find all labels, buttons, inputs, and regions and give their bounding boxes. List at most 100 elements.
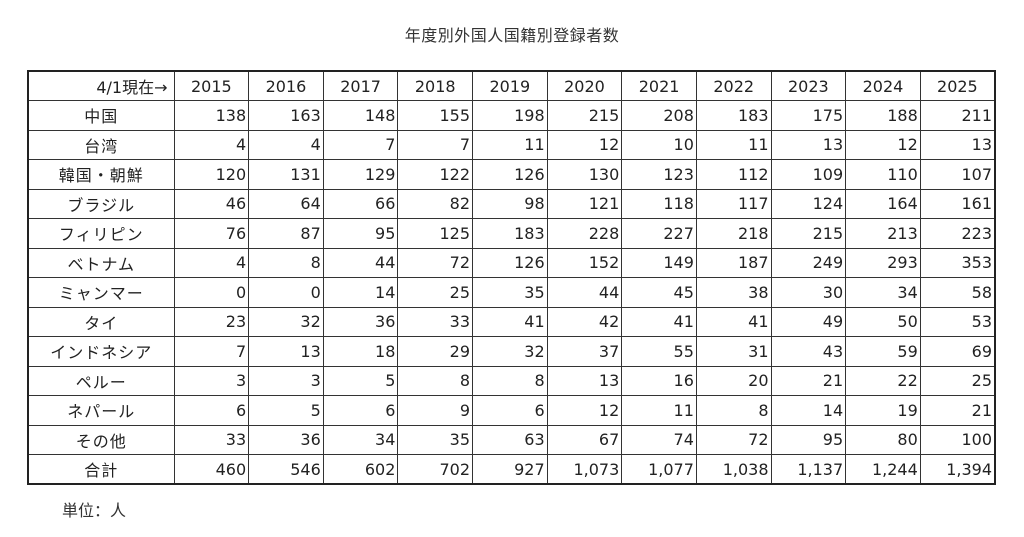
year-header: 2021 (621, 70, 697, 101)
table-title: 年度別外国人国籍別登録者数 (404, 26, 620, 45)
count-cell: 213 (845, 218, 921, 249)
count-cell: 3 (248, 365, 324, 396)
count-cell: 80 (845, 424, 921, 455)
count-cell: 5 (322, 365, 399, 396)
count-cell: 76 (173, 218, 250, 249)
count-cell: 187 (695, 247, 772, 278)
year-header: 2025 (919, 70, 996, 101)
count-cell: 353 (919, 247, 996, 278)
total-row: 合計 460 546 602 702 927 1,073 1,077 1,038 1,137 1,2… (27, 454, 996, 485)
count-cell: 117 (695, 188, 772, 219)
year-header: 2016 (248, 70, 324, 101)
count-cell: 4 (248, 129, 324, 160)
count-cell: 46 (173, 188, 250, 219)
count-cell: 927 (472, 454, 548, 485)
count-cell: 293 (845, 247, 921, 278)
table-row: ブラジル 46 64 66 82 98 121 118 117 124 164 161 (27, 188, 996, 219)
count-cell: 34 (322, 424, 399, 455)
year-header: 2019 (472, 70, 548, 101)
count-cell: 155 (397, 100, 473, 131)
count-cell: 18 (322, 336, 399, 367)
count-cell: 249 (770, 247, 847, 278)
count-cell: 175 (770, 100, 847, 131)
count-cell: 50 (845, 306, 921, 337)
count-cell: 124 (770, 188, 847, 219)
count-cell: 9 (397, 395, 473, 426)
table-row: ミャンマー 0 0 14 25 35 44 45 38 30 34 58 (27, 277, 996, 308)
unit-note: 単位：人 (62, 501, 127, 520)
nationality-label: その他 (27, 424, 175, 455)
table-row: インドネシア 7 13 18 29 32 37 55 31 43 59 69 (27, 336, 996, 367)
count-cell: 123 (621, 159, 697, 190)
header-row: 4/1現在→ 2015 2016 2017 2018 2019 2020 202… (27, 70, 996, 101)
count-cell: 12 (546, 395, 623, 426)
count-cell: 82 (397, 188, 473, 219)
count-cell: 69 (919, 336, 996, 367)
count-cell: 183 (695, 100, 772, 131)
year-header: 2015 (173, 70, 250, 101)
year-header: 2022 (695, 70, 772, 101)
table-row: 台湾 4 4 7 7 11 12 10 11 13 12 13 (27, 129, 996, 160)
count-cell: 8 (397, 365, 473, 396)
count-cell: 41 (621, 306, 697, 337)
count-cell: 188 (845, 100, 921, 131)
count-cell: 41 (695, 306, 772, 337)
count-cell: 215 (546, 100, 623, 131)
count-cell: 63 (472, 424, 548, 455)
count-cell: 126 (472, 159, 548, 190)
count-cell: 129 (322, 159, 399, 190)
count-cell: 59 (845, 336, 921, 367)
count-cell: 0 (173, 277, 250, 308)
count-cell: 11 (695, 129, 772, 160)
nationality-label: ペルー (27, 365, 175, 396)
nationality-label: 韓国・朝鮮 (27, 159, 175, 190)
table-row: フィリピン 76 87 95 125 183 228 227 218 215 213 223 (27, 218, 996, 249)
count-cell: 14 (322, 277, 399, 308)
nationality-label: フィリピン (27, 218, 175, 249)
count-cell: 38 (695, 277, 772, 308)
count-cell: 13 (546, 365, 623, 396)
count-cell: 118 (621, 188, 697, 219)
count-cell: 66 (322, 188, 399, 219)
nationality-label: タイ (27, 306, 175, 337)
count-cell: 30 (770, 277, 847, 308)
count-cell: 164 (845, 188, 921, 219)
count-cell: 198 (472, 100, 548, 131)
count-cell: 42 (546, 306, 623, 337)
count-cell: 58 (919, 277, 996, 308)
count-cell: 8 (248, 247, 324, 278)
count-cell: 95 (322, 218, 399, 249)
count-cell: 126 (472, 247, 548, 278)
registrants-table: 4/1現在→ 2015 2016 2017 2018 2019 2020 202… (27, 70, 996, 485)
count-cell: 33 (397, 306, 473, 337)
count-cell: 183 (472, 218, 548, 249)
count-cell: 1,244 (845, 454, 921, 485)
count-cell: 25 (397, 277, 473, 308)
count-cell: 602 (322, 454, 399, 485)
count-cell: 32 (472, 336, 548, 367)
count-cell: 163 (248, 100, 324, 131)
count-cell: 4 (173, 129, 250, 160)
count-cell: 1,137 (770, 454, 847, 485)
count-cell: 13 (919, 129, 996, 160)
count-cell: 208 (621, 100, 697, 131)
count-cell: 72 (695, 424, 772, 455)
year-header: 2017 (322, 70, 399, 101)
count-cell: 12 (845, 129, 921, 160)
count-cell: 218 (695, 218, 772, 249)
count-cell: 546 (248, 454, 324, 485)
count-cell: 16 (621, 365, 697, 396)
count-cell: 1,077 (621, 454, 697, 485)
count-cell: 100 (919, 424, 996, 455)
count-cell: 36 (322, 306, 399, 337)
count-cell: 6 (173, 395, 250, 426)
count-cell: 49 (770, 306, 847, 337)
nationality-label: インドネシア (27, 336, 175, 367)
count-cell: 131 (248, 159, 324, 190)
table-row: ベトナム 4 8 44 72 126 152 149 187 249 293 353 (27, 247, 996, 278)
count-cell: 13 (248, 336, 324, 367)
count-cell: 7 (322, 129, 399, 160)
count-cell: 13 (770, 129, 847, 160)
count-cell: 20 (695, 365, 772, 396)
count-cell: 23 (173, 306, 250, 337)
